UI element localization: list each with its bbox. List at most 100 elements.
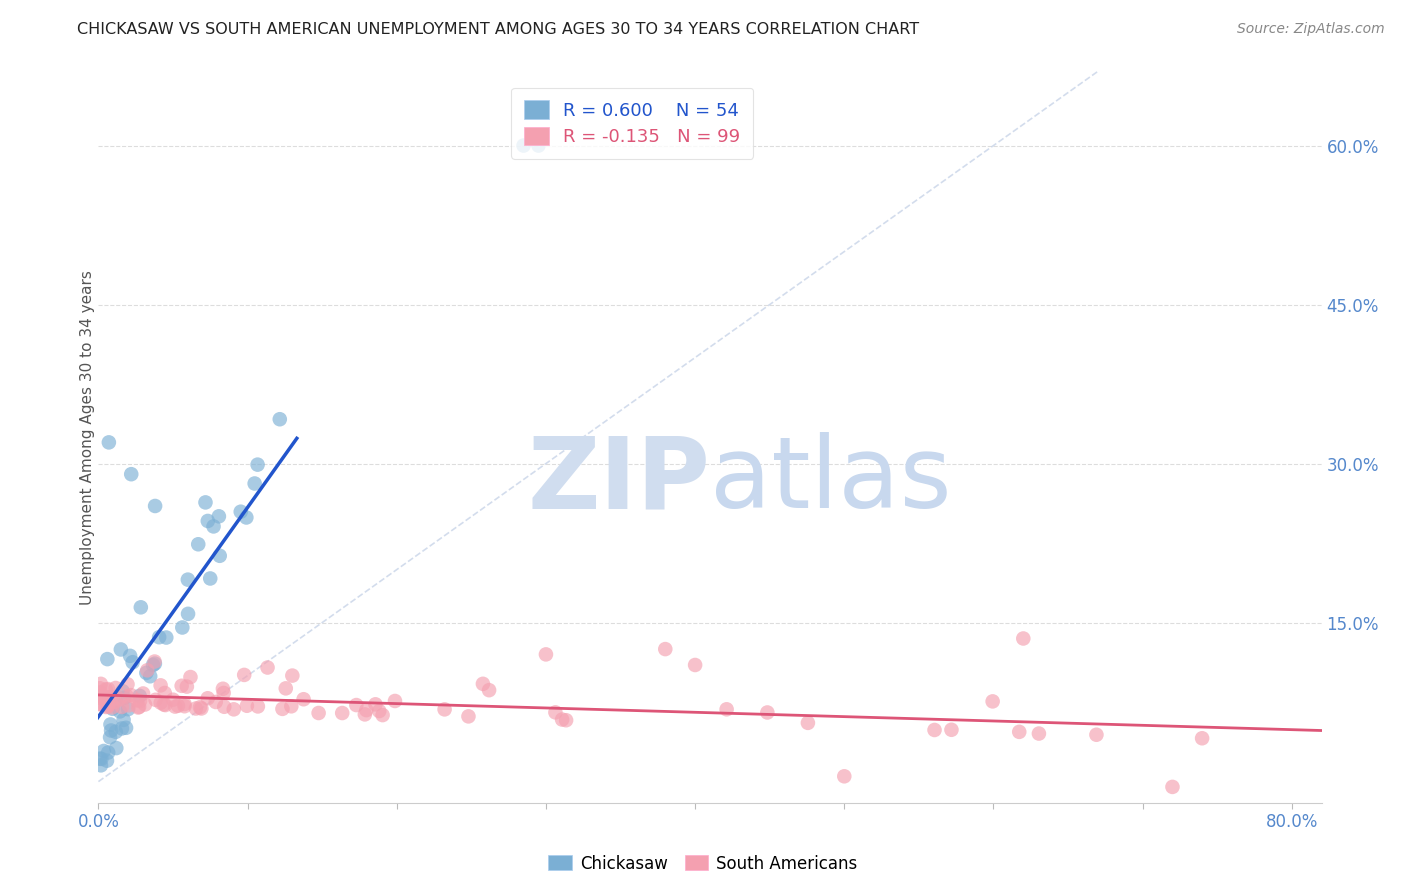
Point: [384, 694, 406, 708]
Point: [112, 690, 135, 705]
Point: [89, 681, 111, 696]
Point: [167, 698, 190, 713]
Point: [544, 706, 567, 720]
Point: [212, 699, 235, 714]
Point: [96, 697, 118, 711]
Point: [142, 657, 165, 672]
Point: [89, 685, 111, 699]
Point: [281, 668, 304, 682]
Point: [153, 686, 176, 700]
Point: [89, 690, 111, 705]
Point: [797, 715, 820, 730]
Point: [177, 607, 200, 621]
Point: [457, 709, 479, 723]
Point: [143, 655, 166, 669]
Point: [1012, 632, 1035, 646]
Point: [1191, 731, 1213, 746]
Point: [269, 412, 291, 426]
Point: [256, 660, 278, 674]
Point: [368, 704, 391, 718]
Point: [654, 642, 676, 657]
Point: [271, 702, 294, 716]
Point: [208, 549, 231, 563]
Point: [97, 698, 120, 713]
Point: [111, 722, 134, 736]
Point: [179, 670, 201, 684]
Point: [135, 665, 157, 680]
Point: [143, 499, 166, 513]
Point: [188, 700, 211, 714]
Point: [90, 689, 112, 703]
Point: [176, 680, 198, 694]
Point: [233, 668, 256, 682]
Point: [100, 717, 122, 731]
Point: [924, 723, 946, 737]
Point: [330, 706, 353, 720]
Point: [280, 699, 302, 714]
Point: [148, 630, 170, 644]
Point: [356, 703, 378, 717]
Point: [111, 700, 134, 714]
Point: [512, 138, 534, 153]
Point: [165, 699, 187, 714]
Point: [229, 505, 252, 519]
Point: [832, 769, 855, 783]
Point: [1085, 728, 1108, 742]
Point: [118, 698, 141, 713]
Point: [173, 699, 195, 714]
Point: [97, 681, 120, 696]
Point: [170, 679, 193, 693]
Point: [90, 677, 112, 691]
Point: [716, 702, 738, 716]
Point: [127, 693, 149, 707]
Point: [89, 697, 111, 711]
Point: [981, 694, 1004, 708]
Point: [98, 731, 121, 745]
Point: [121, 655, 143, 669]
Point: [236, 698, 259, 713]
Point: [145, 693, 167, 707]
Point: [1028, 726, 1050, 740]
Point: [97, 435, 120, 450]
Point: [162, 692, 184, 706]
Point: [212, 681, 235, 696]
Point: [187, 537, 209, 551]
Legend: R = 0.600    N = 54, R = -0.135   N = 99: R = 0.600 N = 54, R = -0.135 N = 99: [512, 87, 754, 159]
Point: [104, 681, 127, 695]
Point: [115, 721, 138, 735]
Point: [90, 758, 112, 772]
Point: [155, 698, 177, 712]
Point: [132, 686, 155, 700]
Point: [128, 699, 150, 714]
Text: ZIP: ZIP: [527, 433, 710, 530]
Point: [184, 701, 207, 715]
Point: [108, 692, 131, 706]
Point: [344, 698, 367, 712]
Point: [90, 752, 112, 766]
Point: [555, 713, 578, 727]
Point: [94, 682, 117, 697]
Point: [120, 467, 142, 482]
Point: [108, 705, 131, 719]
Point: [172, 620, 194, 634]
Point: [683, 658, 706, 673]
Y-axis label: Unemployment Among Ages 30 to 34 years: Unemployment Among Ages 30 to 34 years: [80, 269, 94, 605]
Point: [364, 698, 387, 712]
Text: CHICKASAW VS SOUTH AMERICAN UNEMPLOYMENT AMONG AGES 30 TO 34 YEARS CORRELATION C: CHICKASAW VS SOUTH AMERICAN UNEMPLOYMENT…: [77, 22, 920, 37]
Point: [190, 701, 212, 715]
Point: [353, 707, 375, 722]
Point: [246, 458, 269, 472]
Point: [100, 690, 122, 704]
Point: [101, 700, 124, 714]
Point: [104, 694, 127, 708]
Point: [208, 509, 231, 524]
Point: [129, 694, 152, 708]
Point: [173, 697, 195, 711]
Text: Source: ZipAtlas.com: Source: ZipAtlas.com: [1237, 22, 1385, 37]
Legend: Chickasaw, South Americans: Chickasaw, South Americans: [541, 848, 865, 880]
Point: [274, 681, 297, 696]
Point: [941, 723, 963, 737]
Point: [96, 652, 118, 666]
Point: [120, 688, 142, 702]
Point: [197, 514, 219, 528]
